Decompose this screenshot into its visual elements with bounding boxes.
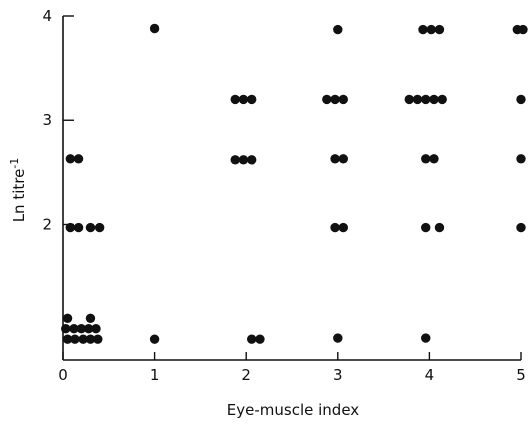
data-point xyxy=(62,313,73,324)
data-point xyxy=(85,313,96,324)
data-point xyxy=(149,23,160,34)
data-point xyxy=(338,94,348,105)
data-point xyxy=(518,24,528,35)
y-tick-label: 2 xyxy=(42,215,52,233)
data-point xyxy=(73,154,84,164)
data-point xyxy=(418,24,428,35)
data-point xyxy=(421,333,431,343)
data-point xyxy=(437,94,447,105)
data-point xyxy=(238,94,249,105)
data-point xyxy=(338,154,348,164)
y-tick-label: 4 xyxy=(42,7,52,25)
data-point xyxy=(93,334,103,344)
ticks xyxy=(62,15,522,360)
data-point xyxy=(421,154,431,164)
data-point xyxy=(429,94,439,105)
y-axis-label-main: Ln titre xyxy=(10,169,28,223)
data-point xyxy=(85,222,96,233)
data-point xyxy=(333,333,343,343)
data-point xyxy=(255,334,265,344)
data-point xyxy=(62,334,73,344)
x-tick-label: 5 xyxy=(516,366,526,384)
data-point xyxy=(516,154,526,164)
data-point xyxy=(230,155,240,165)
data-point xyxy=(70,334,80,344)
data-point xyxy=(330,154,340,164)
data-point xyxy=(322,94,332,105)
tick-labels: 0 1 2 3 4 5 2 3 4 xyxy=(42,7,525,384)
data-point xyxy=(85,334,96,344)
data-point xyxy=(61,324,71,334)
y-tick-label: 3 xyxy=(42,111,52,129)
data-point xyxy=(333,24,343,35)
data-point xyxy=(83,324,94,334)
axes xyxy=(62,16,521,361)
data-point xyxy=(91,324,101,334)
data-point xyxy=(330,94,340,105)
data-point xyxy=(69,324,79,334)
data-point xyxy=(516,94,526,105)
x-tick-label: 0 xyxy=(58,366,68,384)
data-point xyxy=(421,94,431,105)
x-tick-label: 2 xyxy=(241,366,251,384)
data-point xyxy=(65,154,76,164)
data-point xyxy=(76,324,87,334)
data-point xyxy=(412,94,423,105)
data-point xyxy=(421,222,431,233)
data-point xyxy=(426,24,436,35)
data-point xyxy=(516,222,526,233)
x-axis-label: Eye-muscle index xyxy=(227,401,360,419)
data-point xyxy=(94,222,105,233)
data-point xyxy=(429,154,439,164)
data-point xyxy=(246,94,257,105)
data-point xyxy=(246,155,257,165)
data-points xyxy=(61,23,528,344)
data-point xyxy=(404,94,414,105)
x-tick-label: 3 xyxy=(333,366,343,384)
data-point xyxy=(238,155,249,165)
data-point xyxy=(434,24,445,35)
data-point xyxy=(338,222,348,233)
x-tick-label: 4 xyxy=(425,366,435,384)
y-axis-label-superscript: -1 xyxy=(8,158,21,169)
data-point xyxy=(73,222,84,233)
y-axis-label: Ln titre-1 xyxy=(8,158,28,223)
data-point xyxy=(65,222,76,233)
data-point xyxy=(149,334,160,344)
data-point xyxy=(246,334,257,344)
data-point xyxy=(434,222,445,233)
data-point xyxy=(230,94,240,105)
x-tick-label: 1 xyxy=(150,366,160,384)
data-point xyxy=(330,222,340,233)
data-point xyxy=(78,334,88,344)
